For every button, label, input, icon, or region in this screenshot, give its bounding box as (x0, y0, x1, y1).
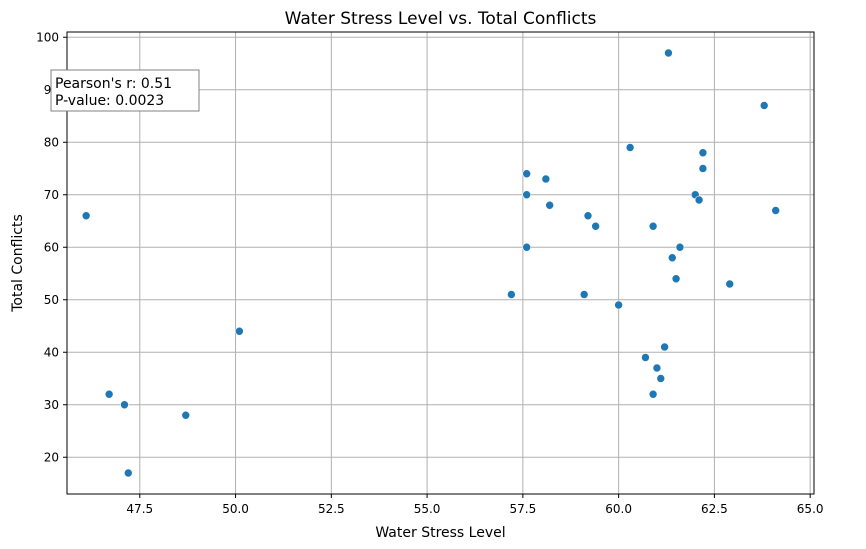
data-point (507, 290, 516, 299)
data-point (591, 221, 600, 231)
x-tick-label: 65.0 (797, 502, 824, 516)
data-point (123, 468, 133, 478)
data-point (675, 242, 685, 252)
y-axis-label: Total Conflicts (10, 214, 26, 313)
y-tick-label: 100 (36, 30, 59, 44)
data-point (725, 279, 735, 289)
y-tick-label: 50 (44, 293, 59, 307)
plot-frame (66, 31, 815, 495)
data-point (545, 200, 554, 210)
correlation-annotation: Pearson's r: 0.51 P-value: 0.0023 (50, 69, 200, 112)
data-point (614, 300, 623, 310)
data-point (522, 190, 531, 200)
x-axis-label: Water Stress Level (375, 525, 505, 541)
data-point (522, 169, 531, 179)
data-point (104, 389, 114, 399)
y-tick-label: 20 (44, 450, 59, 464)
data-point (235, 326, 244, 336)
data-point (625, 143, 635, 152)
data-point (648, 389, 658, 399)
data-point (652, 363, 662, 373)
data-point (759, 101, 769, 110)
x-tick-label: 57.5 (510, 502, 537, 516)
y-tick-label: 70 (44, 188, 59, 202)
data-point (664, 48, 673, 58)
x-tick-label: 55.0 (414, 502, 441, 516)
y-tick-label: 60 (44, 240, 59, 254)
data-point (541, 174, 551, 184)
x-axis-ticks: 47.5 50.0 52.5 55.0 57.5 60.0 62.5 65.0 (126, 494, 824, 516)
pearson-r-text: Pearson's r: 0.51 (55, 76, 172, 92)
x-tick-label: 60.0 (605, 502, 632, 516)
y-tick-label: 30 (44, 398, 59, 412)
data-point (579, 290, 589, 299)
data-point (671, 274, 681, 284)
data-point (648, 221, 658, 231)
x-tick-label: 50.0 (222, 502, 249, 516)
data-point (583, 211, 593, 221)
x-tick-label: 47.5 (126, 502, 153, 516)
annotation-box (50, 69, 200, 112)
x-tick-label: 52.5 (318, 502, 345, 516)
data-point (181, 410, 191, 420)
data-point (698, 148, 708, 158)
y-tick-label: 80 (44, 135, 59, 149)
y-tick-label: 40 (44, 345, 59, 359)
x-tick-label: 62.5 (701, 502, 728, 516)
data-point (81, 211, 91, 221)
data-points (81, 48, 780, 478)
data-point (641, 353, 650, 362)
data-point (656, 374, 666, 383)
data-point (694, 195, 704, 205)
data-point (771, 206, 780, 215)
data-point (660, 342, 669, 352)
p-value-text: P-value: 0.0023 (55, 93, 164, 109)
data-point (667, 253, 677, 263)
data-point (698, 164, 708, 173)
data-point (522, 242, 531, 252)
grid (67, 32, 814, 494)
data-point (120, 400, 129, 410)
chart-title: Water Stress Level vs. Total Conflicts (285, 9, 597, 29)
